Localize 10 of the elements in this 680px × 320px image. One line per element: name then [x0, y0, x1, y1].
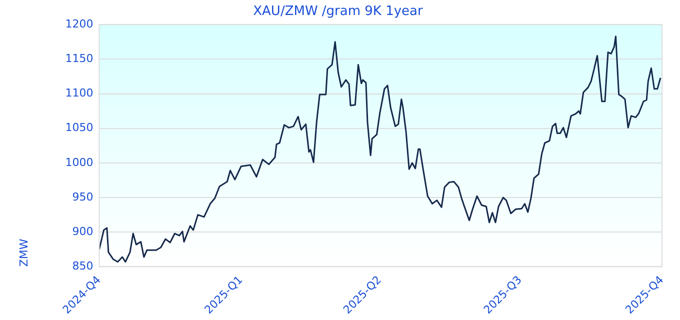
y-tick-label: 1000 — [65, 156, 94, 169]
y-axis-title: ZMW — [17, 238, 30, 267]
y-tick-label: 1200 — [65, 17, 94, 30]
chart-title: XAU/ZMW /gram 9K 1year — [253, 4, 424, 20]
y-tick-label: 1050 — [65, 121, 94, 134]
y-tick-label: 950 — [72, 190, 94, 204]
y-tick-label: 1100 — [65, 86, 94, 100]
y-tick-label: 900 — [72, 224, 94, 238]
y-tick-label: 1150 — [65, 52, 94, 66]
y-tick-label: 850 — [72, 260, 94, 273]
